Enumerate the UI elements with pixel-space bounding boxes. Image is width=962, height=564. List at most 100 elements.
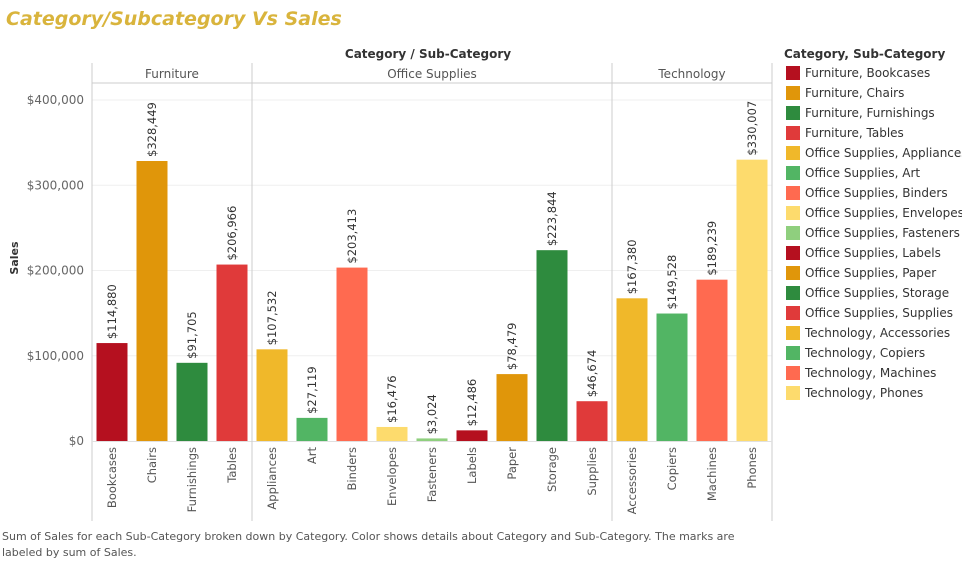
bar-office-supplies-paper xyxy=(496,374,528,441)
legend-swatch xyxy=(786,386,800,400)
legend-label: Office Supplies, Appliances xyxy=(805,146,962,160)
legend-swatch xyxy=(786,186,800,200)
y-axis-label: Sales xyxy=(8,241,21,275)
legend-label: Technology, Phones xyxy=(805,386,924,400)
chart-caption: Sum of Sales for each Sub-Category broke… xyxy=(2,530,735,559)
legend-label: Office Supplies, Envelopes xyxy=(805,206,962,220)
legend-swatch xyxy=(786,286,800,300)
legend-swatch xyxy=(786,326,800,340)
y-tick-label: $300,000 xyxy=(27,178,84,192)
legend-label: Technology, Accessories xyxy=(805,326,951,340)
legend-swatch xyxy=(786,266,800,280)
bar-office-supplies-binders xyxy=(336,267,368,441)
legend-label: Technology, Machines xyxy=(805,366,937,380)
bar-furniture-chairs xyxy=(136,160,168,441)
chart-title: Category/Subcategory Vs Sales xyxy=(6,8,342,30)
bar-chart: Category / Sub-Category $0 $100,000 $200,00… xyxy=(8,47,773,521)
data-label-tables: $206,966 xyxy=(225,206,239,261)
legend-item-office-supplies-labels[interactable]: Office Supplies, Labels xyxy=(784,243,962,263)
legend-label: Office Supplies, Paper xyxy=(805,266,937,280)
legend-item-office-supplies-art[interactable]: Office Supplies, Art xyxy=(784,163,962,183)
bar-furniture-furnishings xyxy=(176,362,208,441)
bar-office-supplies-supplies xyxy=(576,401,608,441)
legend-label: Office Supplies, Fasteners xyxy=(805,226,960,240)
y-tick-label: $100,000 xyxy=(27,349,84,363)
x-tick-label-storage: Storage xyxy=(545,447,559,492)
legend-item-furniture-bookcases[interactable]: Furniture, Bookcases xyxy=(784,63,962,83)
x-tick-label-art: Art xyxy=(305,447,319,465)
data-label-copiers: $149,528 xyxy=(665,255,679,310)
data-label-appliances: $107,532 xyxy=(265,290,279,345)
data-label-supplies: $46,674 xyxy=(585,350,599,398)
legend-item-office-supplies-appliances[interactable]: Office Supplies, Appliances xyxy=(784,143,962,163)
x-tick-label-machines: Machines xyxy=(705,447,719,501)
data-label-bookcases: $114,880 xyxy=(105,284,119,339)
x-tick-label-paper: Paper xyxy=(505,447,519,480)
legend-item-office-supplies-envelopes[interactable]: Office Supplies, Envelopes xyxy=(784,203,962,223)
data-label-art: $27,119 xyxy=(305,366,319,414)
legend-item-technology-copiers[interactable]: Technology, Copiers xyxy=(784,343,962,363)
legend-label: Furniture, Tables xyxy=(805,126,904,140)
legend-label: Office Supplies, Labels xyxy=(805,246,941,260)
bar-technology-phones xyxy=(736,159,768,441)
x-tick-label-copiers: Copiers xyxy=(665,447,679,490)
data-label-furnishings: $91,705 xyxy=(185,311,199,359)
legend[interactable]: Category, Sub-Category Furniture, Bookca… xyxy=(784,45,962,403)
bar-office-supplies-appliances xyxy=(256,349,288,441)
bar-furniture-bookcases xyxy=(96,343,128,441)
legend-items: Furniture, Bookcases Furniture, Chairs Fur… xyxy=(784,63,962,403)
x-tick-label-labels: Labels xyxy=(465,447,479,484)
bar-technology-accessories xyxy=(616,298,648,441)
legend-item-office-supplies-paper[interactable]: Office Supplies, Paper xyxy=(784,263,962,283)
y-tick-label: $400,000 xyxy=(27,93,84,107)
legend-swatch xyxy=(786,146,800,160)
x-tick-label-envelopes: Envelopes xyxy=(385,447,399,506)
data-label-machines: $189,239 xyxy=(705,221,719,276)
legend-label: Office Supplies, Storage xyxy=(805,286,950,300)
legend-item-office-supplies-binders[interactable]: Office Supplies, Binders xyxy=(784,183,962,203)
bar-office-supplies-art xyxy=(296,417,328,441)
bar-office-supplies-envelopes xyxy=(376,426,408,441)
y-tick-label: $0 xyxy=(69,434,84,448)
x-tick-label-supplies: Supplies xyxy=(585,447,599,496)
legend-item-furniture-chairs[interactable]: Furniture, Chairs xyxy=(784,83,962,103)
legend-item-technology-accessories[interactable]: Technology, Accessories xyxy=(784,323,962,343)
legend-swatch xyxy=(786,106,800,120)
data-label-phones: $330,007 xyxy=(745,101,759,156)
legend-swatch xyxy=(786,206,800,220)
legend-item-furniture-furnishings[interactable]: Furniture, Furnishings xyxy=(784,103,962,123)
x-tick-label-tables: Tables xyxy=(225,447,239,484)
x-tick-label-accessories: Accessories xyxy=(625,447,639,514)
group-header-office-supplies: Office Supplies xyxy=(387,67,477,81)
legend-label: Furniture, Furnishings xyxy=(805,106,935,120)
data-label-storage: $223,844 xyxy=(545,191,559,246)
bar-technology-machines xyxy=(696,279,728,441)
legend-swatch xyxy=(786,166,800,180)
bar-office-supplies-storage xyxy=(536,250,568,441)
x-tick-label-binders: Binders xyxy=(345,447,359,490)
x-tick-label-appliances: Appliances xyxy=(265,447,279,510)
group-header-furniture: Furniture xyxy=(145,67,199,81)
legend-item-technology-machines[interactable]: Technology, Machines xyxy=(784,363,962,383)
legend-item-technology-phones[interactable]: Technology, Phones xyxy=(784,383,962,403)
legend-label: Furniture, Bookcases xyxy=(805,66,931,80)
data-label-envelopes: $16,476 xyxy=(385,375,399,423)
data-label-labels: $12,486 xyxy=(465,379,479,427)
y-tick-label: $200,000 xyxy=(27,264,84,278)
group-header-technology: Technology xyxy=(657,67,725,81)
legend-item-furniture-tables[interactable]: Furniture, Tables xyxy=(784,123,962,143)
legend-label: Office Supplies, Art xyxy=(805,166,921,180)
legend-label: Technology, Copiers xyxy=(805,346,926,360)
x-tick-label-fasteners: Fasteners xyxy=(425,447,439,502)
legend-swatch xyxy=(786,226,800,240)
legend-swatch xyxy=(786,66,800,80)
data-label-chairs: $328,449 xyxy=(145,102,159,157)
legend-item-office-supplies-fasteners[interactable]: Office Supplies, Fasteners xyxy=(784,223,962,243)
data-label-fasteners: $3,024 xyxy=(425,394,439,434)
legend-swatch xyxy=(786,86,800,100)
legend-item-office-supplies-supplies[interactable]: Office Supplies, Supplies xyxy=(784,303,962,323)
legend-swatch xyxy=(786,346,800,360)
legend-swatch xyxy=(786,246,800,260)
bar-furniture-tables xyxy=(216,264,248,441)
legend-item-office-supplies-storage[interactable]: Office Supplies, Storage xyxy=(784,283,962,303)
